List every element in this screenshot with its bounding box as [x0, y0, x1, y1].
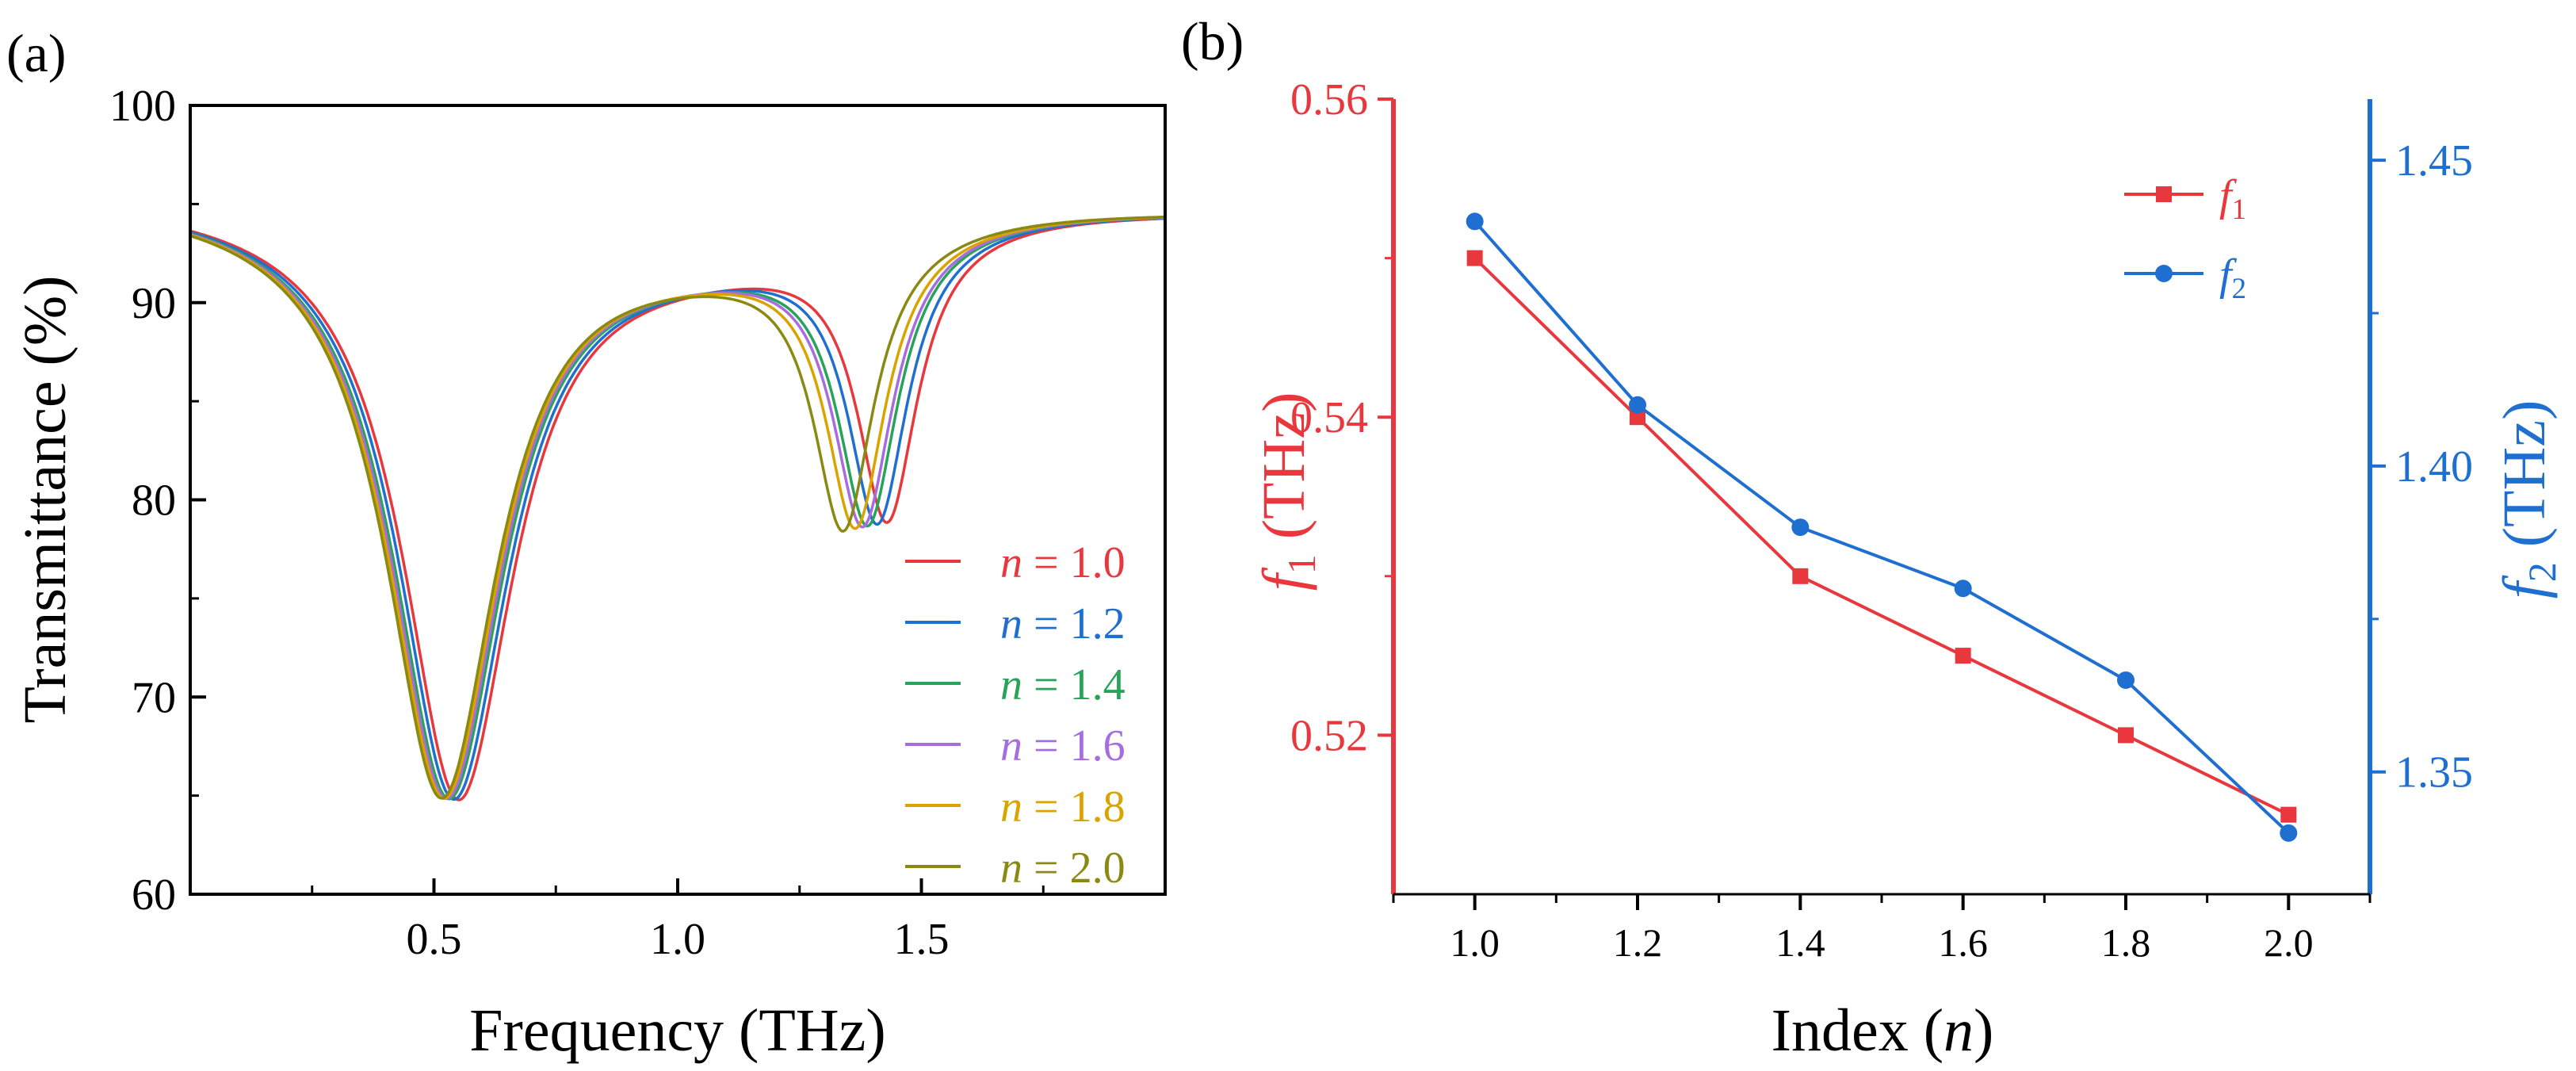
- panel-b-right-axis-title-post: (THz): [2491, 400, 2558, 563]
- legend-label: n = 1.0: [1000, 538, 1126, 587]
- x-tick-label: 1.2: [1613, 920, 1663, 965]
- y-tick-label: 70: [132, 673, 176, 722]
- point-f1: [1630, 409, 1645, 426]
- legend-label: n = 2.0: [1000, 843, 1126, 893]
- panel-b-left-axis-title-post: (THz): [1251, 392, 1317, 555]
- point-f1: [1955, 648, 1971, 664]
- right-y-tick-label: 1.40: [2395, 442, 2473, 492]
- series-line-f1: [1473, 257, 2290, 817]
- point-f2: [2117, 671, 2135, 689]
- panel-a-frame: [189, 104, 1167, 896]
- curve-n1.8: [189, 216, 1166, 800]
- legend-label: n = 1.8: [1000, 782, 1126, 832]
- x-tick-label: 1.8: [2101, 920, 2151, 965]
- point-f1: [1792, 568, 1809, 584]
- legend-label: n = 1.4: [1000, 660, 1126, 710]
- x-tick-label: 1.6: [1938, 920, 1988, 965]
- right-y-tick-label: 1.35: [2395, 748, 2473, 798]
- panel-b-x-axis-title-pre: Index (: [1771, 997, 1943, 1064]
- curve-n1.6: [189, 216, 1166, 801]
- panel-a-legend: n = 1.0 n = 1.2 n = 1.4 n = 1.6 n = 1.8 n = 2…: [905, 538, 1126, 893]
- left-y-tick-label: 0.54: [1290, 393, 1368, 442]
- series-line-f2: [1473, 220, 2290, 835]
- panel-b-ticks: [1378, 98, 2386, 910]
- curve-n2.0: [189, 215, 1166, 800]
- y-tick-label: 80: [132, 476, 176, 526]
- x-tick-label: 1.0: [650, 915, 705, 964]
- y-tick-label: 60: [132, 870, 176, 920]
- point-f1: [2280, 806, 2297, 823]
- panel-b-series: [1466, 212, 2298, 842]
- panel-a-curves: [189, 215, 1166, 801]
- legend-marker: [2156, 186, 2172, 202]
- legend-label: f1: [2219, 171, 2246, 225]
- panel-a-ticks: [190, 104, 1045, 896]
- x-tick-label: 0.5: [407, 915, 462, 964]
- panel-a-x-axis-title: Frequency (THz): [469, 997, 885, 1064]
- x-tick-label: 1.5: [894, 915, 950, 964]
- panel-b-x-axis-title: Index (n): [1771, 997, 1994, 1064]
- curve-n1.4: [189, 216, 1166, 801]
- panel-b-tick-labels: 1.0 1.2 1.4 1.6 1.8 2.0 0.52 0.54 0.56 1.35 1.40 1.…: [1290, 75, 2473, 965]
- panel-b-label: (b): [1181, 11, 1244, 71]
- right-y-tick-label: 1.45: [2395, 136, 2473, 186]
- x-tick-label: 2.0: [2264, 920, 2314, 965]
- panel-b-x-axis-title-var: n: [1943, 997, 1974, 1064]
- point-f2: [2280, 824, 2298, 842]
- legend-label: n = 1.6: [1000, 721, 1126, 771]
- panel-a: (a) 0.5 1.0 1.5 60 70 80 90 100 Frequency (THz)…: [6, 23, 1167, 1064]
- left-y-tick-label: 0.56: [1290, 75, 1368, 124]
- point-f1: [1466, 250, 1483, 266]
- point-f2: [1629, 396, 1646, 414]
- point-f2: [1791, 518, 1810, 537]
- panel-a-y-axis-title: Transmittance (%): [12, 276, 78, 724]
- x-tick-label: 1.0: [1450, 920, 1500, 965]
- left-y-tick-label: 0.52: [1290, 711, 1368, 760]
- panel-b-left-axis-title: f1 (THz): [1251, 392, 1324, 591]
- point-f1: [2118, 727, 2134, 744]
- legend-label: n = 1.2: [1000, 599, 1126, 648]
- panel-b-right-axis-title-sub: 2: [2520, 562, 2564, 582]
- panel-b-right-axis-title: f2 (THz): [2491, 400, 2564, 599]
- y-tick-label: 100: [109, 82, 176, 131]
- x-tick-label: 1.4: [1775, 920, 1825, 965]
- curve-n1.2: [189, 216, 1166, 801]
- panel-a-label: (a): [6, 23, 66, 83]
- curve-n1.0: [189, 216, 1166, 801]
- point-f2: [1954, 579, 1972, 598]
- y-tick-label: 90: [132, 279, 176, 328]
- point-f2: [1466, 212, 1484, 231]
- panel-a-tick-labels: 0.5 1.0 1.5 60 70 80 90 100: [109, 82, 950, 964]
- legend-marker: [2155, 265, 2173, 282]
- panel-b-left-axis-title-sub: 1: [1279, 554, 1324, 574]
- panel-b: (b) 1.0 1.2 1.4 1.6 1.8 2.00.520.540.561.351.…: [1181, 11, 2564, 1064]
- legend-label: f2: [2219, 251, 2246, 304]
- panel-b-x-axis-title-post: ): [1974, 997, 1993, 1064]
